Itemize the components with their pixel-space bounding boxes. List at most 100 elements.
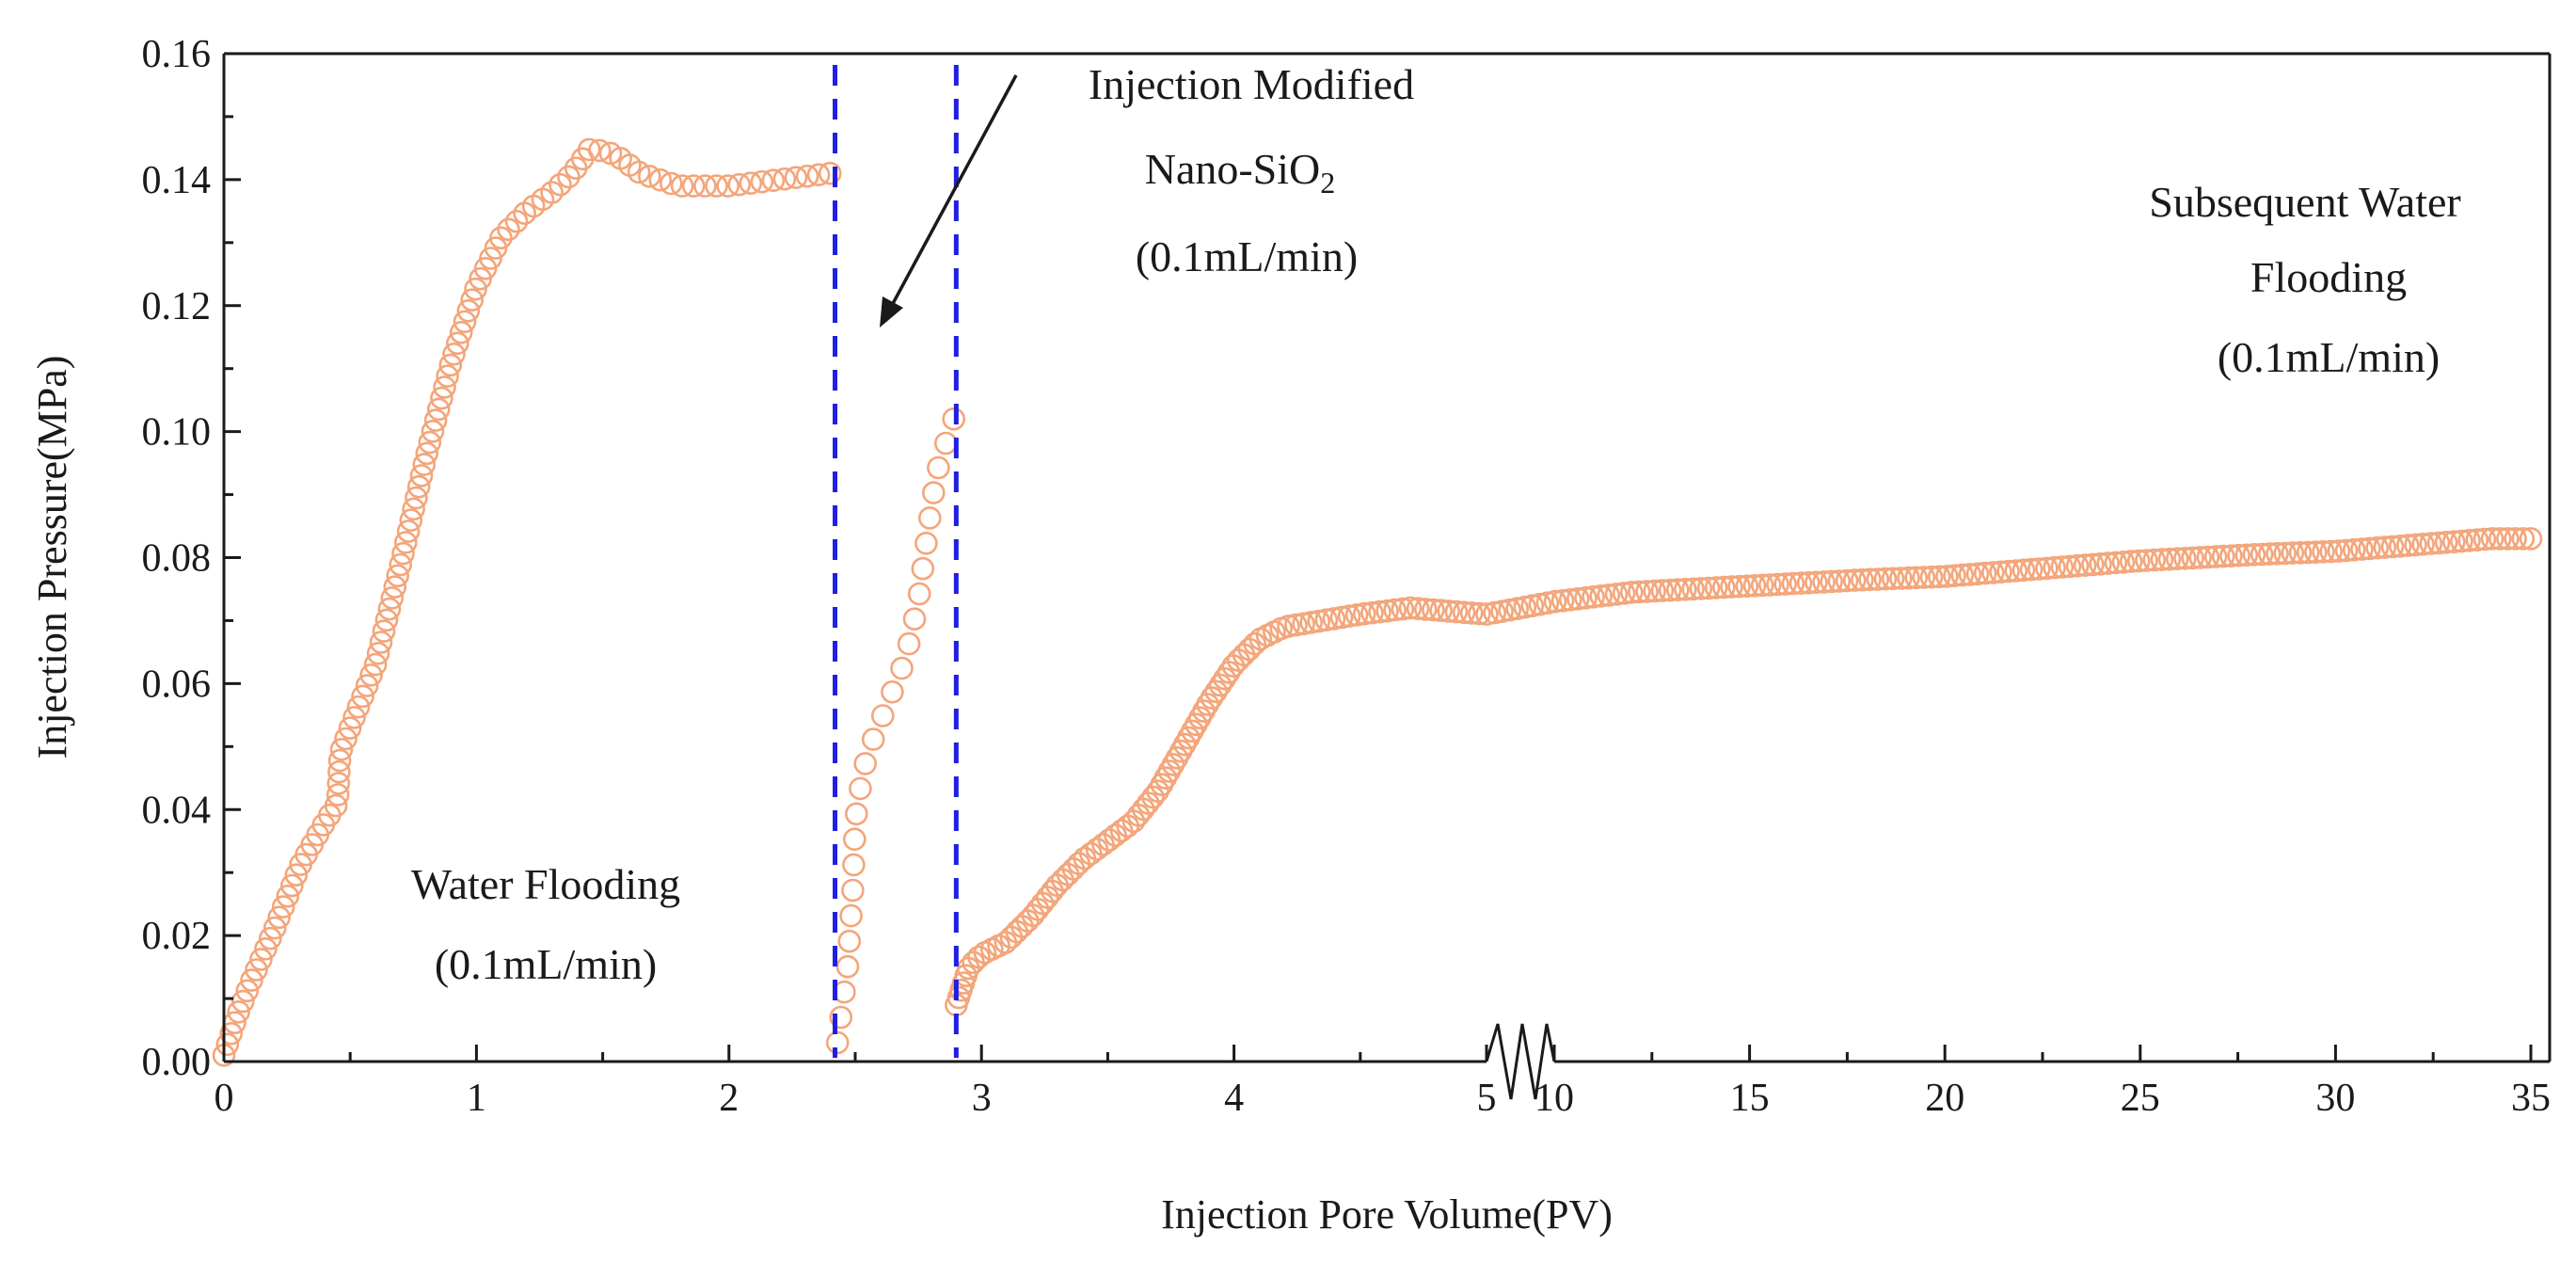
data-point (351, 684, 374, 709)
data-point (2319, 539, 2343, 564)
y-tick-label: 0.02 (142, 915, 212, 958)
data-point (1989, 560, 2012, 584)
data-point (1284, 613, 1308, 637)
data-point (2219, 544, 2243, 568)
data-point (705, 174, 728, 198)
data-point (2350, 537, 2374, 561)
data-point (366, 641, 390, 665)
data-point (1452, 600, 1476, 625)
data-point (1735, 574, 1759, 599)
data-point (276, 884, 300, 908)
data-point (1866, 567, 1890, 591)
data-point (254, 936, 278, 961)
x-axis-title: Injection Pore Volume(PV) (1161, 1191, 1613, 1238)
data-point (1789, 571, 1813, 596)
x-tick-label: 1 (467, 1077, 486, 1120)
x-tick-label: 20 (1925, 1077, 1964, 1120)
data-point (1422, 598, 1445, 622)
data-point (2111, 550, 2136, 574)
data-point (1981, 561, 2005, 584)
annotation-nano-line2: Nano-SiO2 (1145, 145, 1336, 200)
data-point (1628, 580, 1651, 604)
annotation-subsequent-line1: Subsequent Water (2149, 178, 2460, 226)
data-point (2396, 534, 2420, 557)
data-point (279, 873, 304, 898)
data-point (1344, 603, 1369, 627)
data-point (2119, 550, 2143, 573)
data-point (329, 737, 354, 761)
data-point (1528, 592, 1552, 616)
data-point (2004, 559, 2028, 583)
data-point (1943, 564, 1966, 588)
data-point (2065, 553, 2090, 578)
data-point (1674, 577, 1697, 601)
data-point (409, 464, 434, 487)
data-point (1612, 582, 1636, 605)
data-point (716, 174, 740, 198)
data-point (2266, 541, 2289, 566)
data-point (235, 979, 260, 1003)
data-point (844, 802, 868, 826)
data-point (1483, 600, 1506, 625)
data-point (681, 174, 706, 198)
data-point (849, 776, 872, 801)
data-point (2165, 547, 2189, 571)
data-point (1881, 567, 1905, 591)
data-point (412, 453, 437, 476)
axis-break-zigzag (1485, 1023, 1556, 1100)
data-point (1204, 679, 1228, 704)
data-point (2050, 555, 2075, 579)
data-point (1820, 569, 1843, 594)
data-point (1196, 693, 1219, 716)
data-point (1213, 666, 1236, 691)
data-point (1352, 601, 1376, 626)
data-point (829, 1005, 853, 1030)
data-point (1666, 578, 1690, 602)
data-point (870, 704, 895, 727)
data-point (841, 878, 865, 903)
data-point (1200, 686, 1224, 710)
annotation-water-flooding: Water Flooding (0.1mL/min) (411, 860, 680, 988)
data-point (825, 1030, 850, 1055)
data-point (2043, 555, 2066, 580)
data-point (2150, 548, 2174, 571)
x-tick-label: 4 (1224, 1077, 1244, 1120)
annotation-arrow-shaft (887, 74, 1018, 312)
data-point (2404, 533, 2427, 557)
data-point (1689, 577, 1713, 600)
data-point (1805, 570, 1828, 595)
data-point (818, 161, 842, 185)
data-point (897, 631, 921, 656)
data-point (1950, 563, 1974, 587)
data-point (2312, 539, 2335, 564)
data-point (750, 169, 774, 194)
data-point (456, 298, 481, 323)
data-point (1919, 565, 1944, 589)
data-point (2173, 546, 2197, 570)
data-point (426, 397, 451, 422)
data-point (842, 853, 866, 877)
data-point (1904, 566, 1928, 590)
data-point (405, 486, 428, 510)
data-point (258, 926, 282, 950)
data-point (2419, 532, 2443, 555)
data-point (2234, 543, 2259, 567)
data-point (1368, 599, 1391, 624)
data-point (2388, 534, 2412, 558)
data-point (911, 556, 935, 581)
x-tick-label: 0 (215, 1077, 234, 1120)
data-point (1681, 577, 1705, 601)
data-point (2273, 541, 2297, 566)
data-point (2411, 532, 2435, 556)
y-tick-label: 0.10 (142, 411, 212, 455)
data-point (1604, 583, 1629, 606)
data-point (2019, 557, 2043, 582)
data-point (1383, 598, 1407, 622)
data-point (267, 905, 292, 930)
data-point (1897, 566, 1920, 590)
data-point (1827, 569, 1852, 593)
data-point (1141, 785, 1165, 809)
data-point (453, 310, 477, 334)
annotation-arrow-head (880, 296, 903, 327)
data-point (1459, 601, 1484, 625)
